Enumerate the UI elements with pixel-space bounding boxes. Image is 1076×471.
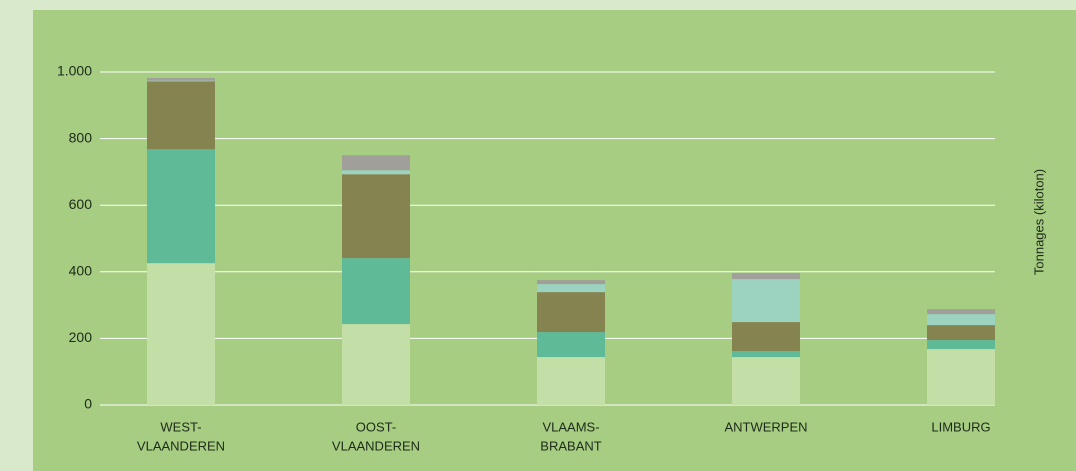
bar-segment: [732, 357, 800, 405]
bar-segment: [927, 349, 995, 405]
bar-segment: [927, 309, 995, 315]
x-tick-label: OOST-: [356, 419, 396, 434]
bar-segment: [342, 155, 410, 171]
x-tick-label: WEST-: [160, 419, 201, 434]
bar-segment: [927, 314, 995, 326]
bar-segment: [342, 170, 410, 175]
bar-segment: [147, 80, 215, 82]
x-tick-label: VLAANDEREN: [137, 438, 225, 453]
y-tick-label: 200: [69, 329, 93, 345]
bar-segment: [147, 263, 215, 405]
bar-segment: [147, 77, 215, 81]
bar-segment: [342, 324, 410, 405]
x-tick-label: VLAAMS-: [542, 419, 599, 434]
bar-segment: [147, 149, 215, 264]
x-tick-label: VLAANDEREN: [332, 438, 420, 453]
bar-segment: [537, 357, 605, 405]
bar-segment: [342, 258, 410, 325]
y-tick-label: 1.000: [57, 63, 92, 79]
bar-segment: [537, 280, 605, 285]
bar-segment: [537, 332, 605, 358]
bar-segment: [927, 340, 995, 350]
y-tick-label: 800: [69, 129, 93, 145]
bar-segment: [537, 284, 605, 293]
y-tick-label: 400: [69, 263, 93, 279]
x-tick-label: BRABANT: [540, 438, 601, 453]
bar-segment: [927, 325, 995, 341]
y-tick-label: 0: [84, 396, 92, 412]
x-tick-label: ANTWERPEN: [724, 419, 807, 434]
bar-segment: [342, 174, 410, 259]
bar-segment: [732, 273, 800, 280]
bar-segment: [147, 81, 215, 150]
bar-segment: [732, 322, 800, 352]
bar-segment: [732, 279, 800, 323]
y-axis-label: Tonnages (kiloton): [1031, 169, 1046, 275]
bar-segment: [537, 292, 605, 333]
bar-segment: [732, 351, 800, 358]
x-tick-label: LIMBURG: [931, 419, 990, 434]
y-tick-label: 600: [69, 196, 93, 212]
